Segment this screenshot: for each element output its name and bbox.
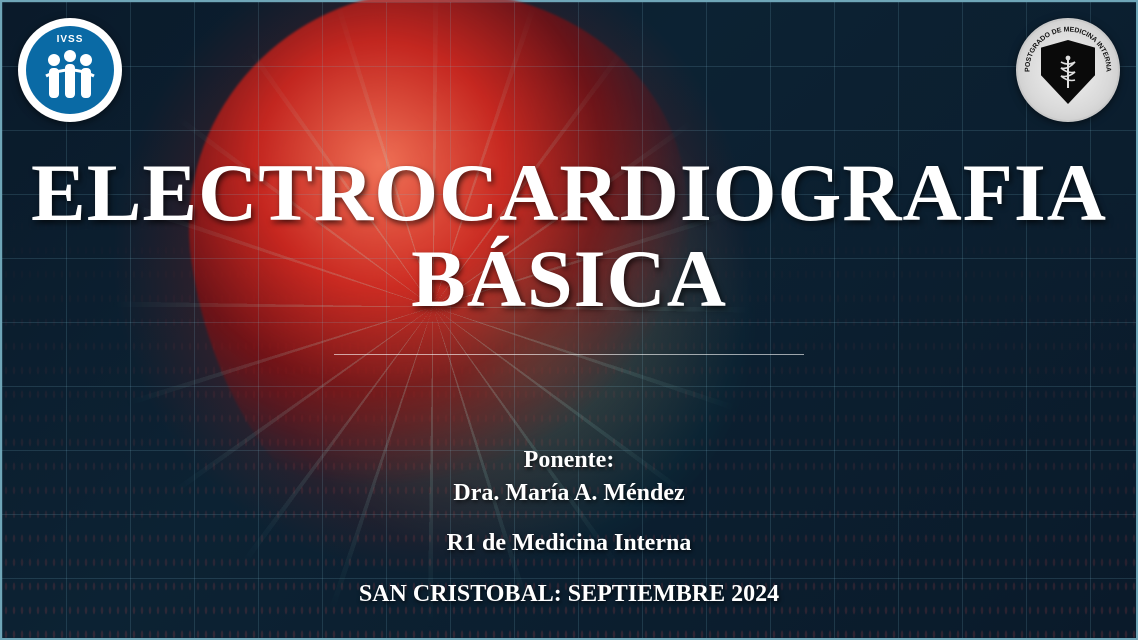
logo-ivss-inner: IVSS — [26, 26, 114, 114]
presenter-info: Ponente: Dra. María A. Méndez R1 de Medi… — [2, 444, 1136, 610]
title-line-2: BÁSICA — [2, 236, 1136, 322]
logo-ivss: IVSS — [18, 18, 122, 122]
presenter-label: Ponente: — [2, 444, 1136, 476]
logo-postgrado: POSTGRADO DE MEDICINA INTERNA 1ro. Enero… — [1016, 18, 1120, 122]
caduceus-icon — [1055, 54, 1081, 90]
presenter-block: Ponente: Dra. María A. Méndez — [2, 444, 1136, 509]
logo-ivss-label: IVSS — [57, 34, 84, 45]
presenter-name: Dra. María A. Méndez — [2, 477, 1136, 509]
title-line-1: ELECTROCARDIOGRAFIA — [2, 150, 1136, 236]
family-icon — [40, 46, 100, 106]
slide-title: ELECTROCARDIOGRAFIA BÁSICA — [2, 150, 1136, 322]
slide: IVSS POSTGRADO DE MEDICINA INTERNA 1ro. … — [0, 0, 1138, 640]
presenter-location-date: SAN CRISTOBAL: SEPTIEMBRE 2024 — [2, 578, 1136, 610]
presenter-role: R1 de Medicina Interna — [2, 527, 1136, 559]
title-underline — [334, 354, 804, 355]
